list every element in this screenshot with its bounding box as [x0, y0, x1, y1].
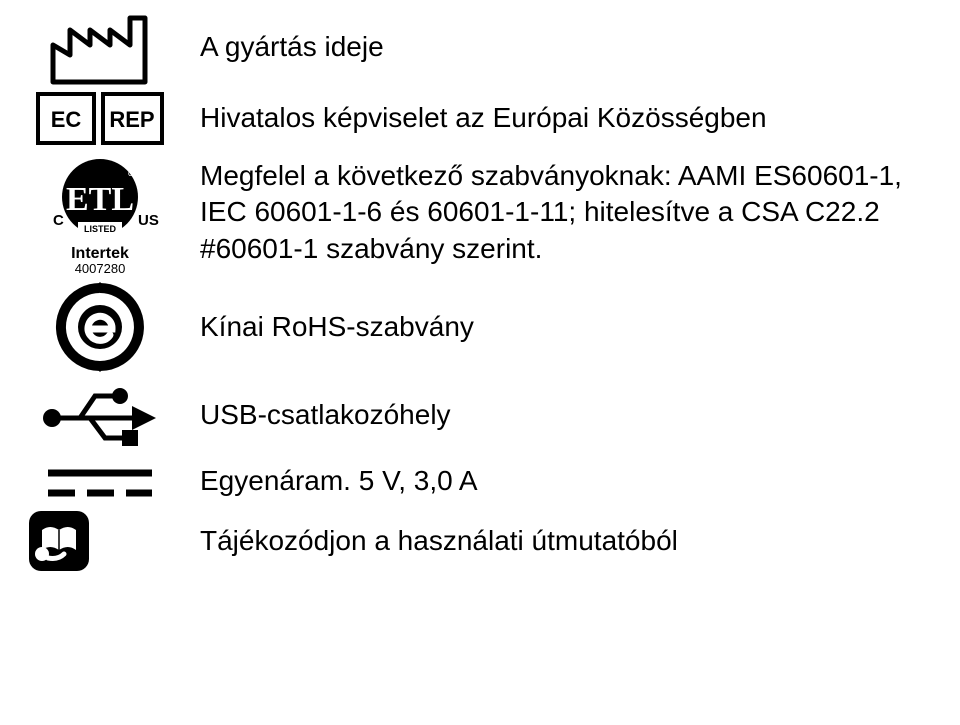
usb-text: USB-csatlakozóhely — [180, 397, 940, 433]
row-usb: USB-csatlakozóhely — [20, 378, 940, 453]
factory-icon — [20, 10, 180, 85]
svg-text:C: C — [53, 212, 64, 229]
dc-text: Egyenáram. 5 V, 3,0 A — [180, 463, 940, 499]
row-china-rohs: Kínai RoHS-szabvány — [20, 282, 940, 372]
svg-text:CM: CM — [128, 171, 139, 178]
svg-text:EC: EC — [51, 107, 82, 132]
manufacture-date-text: A gyártás ideje — [180, 29, 940, 65]
read-manual-icon — [20, 510, 180, 572]
ec-rep-icon: EC REP — [20, 91, 180, 146]
china-rohs-text: Kínai RoHS-szabvány — [180, 309, 940, 345]
row-manufacture-date: A gyártás ideje — [20, 10, 940, 85]
intertek-number: 4007280 — [75, 261, 126, 276]
row-intertek: ETL CM LISTED C US Intertek 4007280 Megf… — [20, 152, 940, 276]
china-rohs-icon — [20, 282, 180, 372]
row-dc: Egyenáram. 5 V, 3,0 A — [20, 459, 940, 504]
etl-listed-icon: ETL CM LISTED C US Intertek 4007280 — [20, 152, 180, 276]
intertek-text: Megfelel a következő szabványoknak: AAMI… — [180, 152, 940, 267]
svg-text:REP: REP — [109, 107, 154, 132]
svg-text:LISTED: LISTED — [84, 224, 117, 234]
svg-text:US: US — [138, 212, 159, 229]
read-manual-text: Tájékozódjon a használati útmutatóból — [180, 523, 940, 559]
ec-rep-text: Hivatalos képviselet az Európai Közösség… — [180, 100, 940, 136]
usb-icon — [20, 378, 180, 453]
row-ec-rep: EC REP Hivatalos képviselet az Európai K… — [20, 91, 940, 146]
svg-text:ETL: ETL — [66, 181, 134, 218]
dc-current-icon — [20, 459, 180, 504]
row-read-manual: Tájékozódjon a használati útmutatóból — [20, 510, 940, 572]
